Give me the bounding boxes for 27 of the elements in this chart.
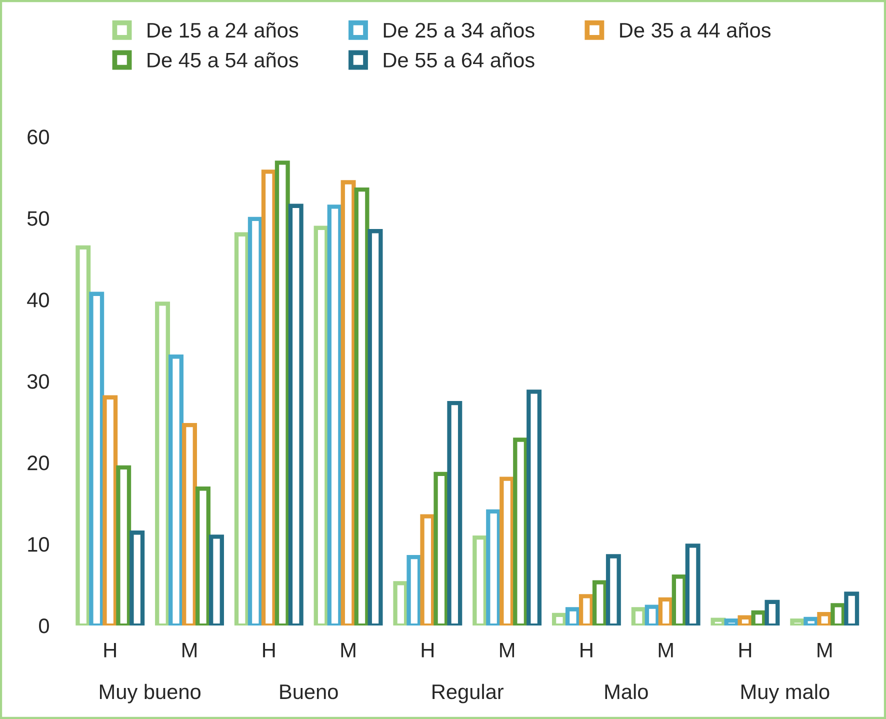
- y-tick-label: 0: [39, 618, 49, 634]
- legend-label: De 15 a 24 años: [148, 22, 298, 38]
- x-tick-label: H: [580, 642, 592, 658]
- y-tick-label: 60: [28, 130, 49, 144]
- text: Muy bueno: [100, 684, 200, 704]
- x-tick-label: M: [341, 642, 356, 658]
- x-tick-label: H: [422, 642, 434, 658]
- x-tick-label: M: [182, 642, 196, 658]
- x-tick-label: M: [500, 642, 514, 658]
- text: Muy malo: [741, 684, 830, 704]
- text: Malo: [605, 684, 648, 700]
- legend-label: De 45 a 54 años: [148, 52, 298, 68]
- y-tick-label: 20: [28, 456, 49, 470]
- y-tick-label: 30: [27, 374, 49, 389]
- x-tick-label: M: [658, 642, 673, 658]
- text: Bueno: [280, 684, 338, 700]
- x-tick-label: M: [818, 642, 832, 658]
- x-tick-label: H: [104, 642, 116, 658]
- legend-label: De 25 a 34 años: [384, 22, 534, 38]
- y-tick-label: 10: [28, 537, 49, 552]
- y-tick-label: 40: [27, 292, 49, 308]
- x-tick-label: H: [263, 642, 275, 658]
- x-tick-label: H: [739, 642, 752, 658]
- legend-label: De 55 a 64 años: [384, 52, 534, 68]
- y-tick-label: 50: [27, 211, 49, 226]
- text: Regular: [432, 684, 504, 704]
- legend-label: De 35 a 44 años: [620, 22, 771, 38]
